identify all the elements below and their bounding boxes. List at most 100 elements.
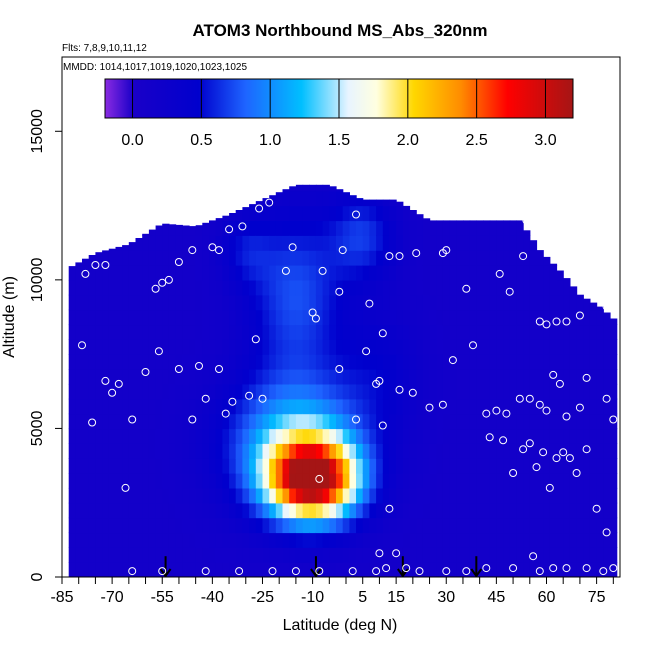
heat-cell <box>523 309 531 326</box>
heat-cell <box>175 309 183 326</box>
heat-cell <box>222 369 230 385</box>
heat-cell <box>422 383 431 400</box>
heat-cell <box>209 220 217 236</box>
heat-cell <box>122 369 130 385</box>
heat-cell <box>342 398 350 415</box>
heat-cell <box>82 258 90 266</box>
heat-cell <box>262 220 270 236</box>
heat-cell <box>523 428 531 444</box>
heat-cell <box>356 354 364 370</box>
heat-cell <box>302 517 310 534</box>
heat-cell <box>175 532 183 548</box>
heat-cell <box>108 265 117 281</box>
heat-cell <box>108 324 117 340</box>
heat-cell <box>102 250 110 266</box>
heat-cell <box>576 383 584 400</box>
heat-cell <box>108 473 117 489</box>
heat-cell <box>583 443 591 459</box>
heat-cell <box>162 428 170 444</box>
heat-cell <box>322 205 330 222</box>
sample-point <box>265 198 274 207</box>
heat-cell <box>376 398 384 415</box>
heat-cell <box>115 398 123 415</box>
heat-cell <box>389 199 397 207</box>
heat-cell <box>162 339 170 355</box>
heat-cell <box>289 324 297 340</box>
heat-cell <box>82 458 90 474</box>
heat-cell <box>362 235 370 251</box>
heat-cell <box>309 324 317 340</box>
heat-cell <box>389 220 397 236</box>
heat-cell <box>195 383 203 400</box>
heat-cell <box>189 339 197 355</box>
heat-cell <box>576 443 584 459</box>
heat-cell <box>422 220 431 236</box>
heat-cell <box>596 306 604 311</box>
heat-cell <box>102 383 110 400</box>
sample-point <box>522 216 531 225</box>
heat-cell <box>463 324 471 340</box>
heat-cell <box>589 532 598 548</box>
heat-cell <box>148 487 157 504</box>
heat-cell <box>342 235 350 251</box>
heat-cell <box>128 279 137 296</box>
heat-cell <box>68 562 76 577</box>
heat-cell <box>88 265 96 281</box>
heat-cell <box>302 487 310 504</box>
heat-cell <box>342 502 350 519</box>
sample-point <box>255 204 264 213</box>
heat-cell <box>349 562 357 577</box>
heat-cell <box>249 369 257 385</box>
heat-cell <box>155 354 163 370</box>
heat-cell <box>249 413 257 430</box>
heat-cell <box>469 443 477 459</box>
heat-cell <box>189 458 197 474</box>
heat-cell <box>309 184 317 192</box>
heat-cell <box>122 547 130 563</box>
heat-cell <box>82 413 90 430</box>
plot-area <box>68 184 618 577</box>
heat-cell <box>442 413 451 430</box>
heat-cell <box>449 265 457 281</box>
heat-cell <box>516 265 524 281</box>
heat-cell <box>289 294 297 311</box>
sample-point <box>559 448 568 457</box>
heat-cell <box>275 354 284 370</box>
heat-cell <box>88 487 96 504</box>
heat-cell <box>563 383 571 400</box>
heat-cell <box>449 517 457 534</box>
heat-cell <box>229 547 237 563</box>
heat-cell <box>209 265 217 281</box>
heat-cell <box>596 502 604 519</box>
heat-cell <box>409 562 417 577</box>
sample-point <box>482 409 491 418</box>
heat-cell <box>135 547 143 563</box>
heat-cell <box>563 309 571 326</box>
sample-point <box>572 469 581 477</box>
heat-cell <box>168 458 177 474</box>
heat-cell <box>489 309 497 326</box>
heat-cell <box>222 235 230 251</box>
heat-cell <box>255 324 264 340</box>
heat-cell <box>529 309 538 326</box>
heat-cell <box>102 562 110 577</box>
heat-cell <box>536 279 544 296</box>
heat-cell <box>122 413 130 430</box>
heat-cell <box>329 458 337 474</box>
heat-cell <box>336 205 344 222</box>
heat-cell <box>115 562 123 577</box>
heat-cell <box>68 517 76 534</box>
sample-point <box>281 266 290 275</box>
heat-cell <box>289 383 297 400</box>
heat-cell <box>376 473 384 489</box>
heat-cell <box>603 413 611 430</box>
heat-cell <box>422 265 431 281</box>
heat-cell <box>222 532 230 548</box>
heat-cell <box>509 279 517 296</box>
heat-cell <box>356 547 364 563</box>
sample-point <box>542 320 551 329</box>
heat-cell <box>128 428 137 444</box>
dates-subtitle: MMDD: 1014,1017,1019,1020,1023,1025 <box>63 62 247 73</box>
heat-cell <box>529 339 538 355</box>
heat-cell <box>275 383 284 400</box>
